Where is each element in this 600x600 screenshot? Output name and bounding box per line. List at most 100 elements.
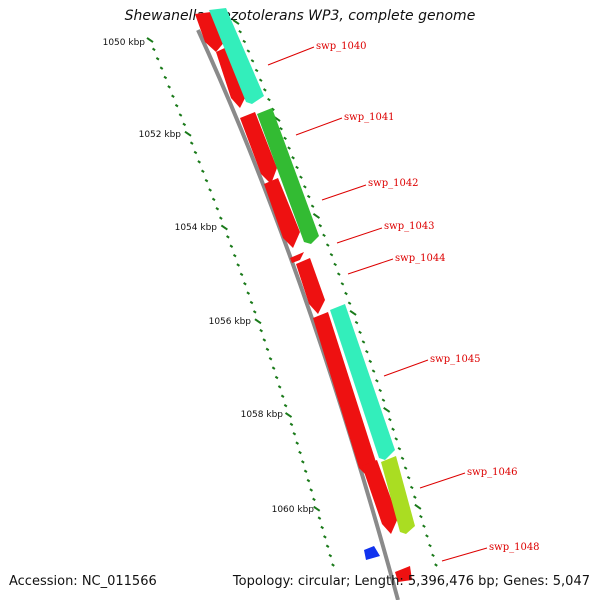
kbp-tick	[422, 524, 426, 528]
kbp-tick	[220, 224, 228, 231]
kbp-tick	[284, 412, 293, 418]
kbp-tick	[391, 427, 395, 431]
kbp-tick	[312, 213, 321, 219]
kbp-tick	[242, 39, 247, 44]
kbp-tick	[306, 478, 311, 483]
cds-reverse-7[interactable]	[313, 312, 376, 478]
reverse-strand-features	[195, 12, 412, 582]
cds-reverse-8[interactable]	[362, 460, 398, 534]
cds-forward-lime[interactable]	[381, 456, 415, 534]
kbp-tick	[336, 272, 341, 276]
kbp-tick	[317, 516, 322, 520]
gene-label-swp_1045[interactable]: swp_1045	[430, 354, 481, 365]
kbp-label-1060: 1060 kbp	[272, 505, 315, 515]
kbp-tick	[259, 328, 263, 333]
kbp-tick	[295, 165, 299, 170]
kbp-tick	[419, 514, 423, 519]
kbp-tick	[320, 525, 324, 530]
kbp-tick	[299, 175, 303, 179]
kbp-tick	[361, 340, 366, 344]
kbp-tick	[258, 78, 263, 82]
cds-reverse-6[interactable]	[296, 258, 325, 314]
kbp-tick	[303, 185, 307, 189]
kbp-label-1054: 1054 kbp	[175, 223, 218, 233]
kbp-tick	[301, 460, 305, 464]
kbp-label-1050: 1050 kbp	[103, 38, 146, 48]
kbp-label-1058: 1058 kbp	[241, 410, 284, 420]
kbp-tick	[383, 406, 391, 413]
kbp-tick	[331, 563, 335, 567]
kbp-tick	[309, 488, 314, 492]
gene-label-swp_1043[interactable]: swp_1043	[384, 221, 435, 232]
kbp-tick	[219, 216, 223, 220]
kbp-tick	[232, 253, 237, 258]
kbp-tick	[200, 169, 205, 173]
kbp-tick	[182, 122, 187, 127]
kbp-tick	[171, 94, 175, 98]
cds-reverse-5[interactable]	[290, 252, 304, 263]
kbp-tick	[349, 309, 357, 316]
gene-label-swp_1041[interactable]: swp_1041	[344, 112, 395, 123]
kbp-tick	[155, 57, 160, 61]
gene-label-swp_1040[interactable]: swp_1040	[316, 41, 367, 52]
kbp-tick	[403, 466, 408, 470]
genome-summary-text: Topology: circular; Length: 5,396,476 bp…	[232, 574, 590, 589]
gene-label-swp_1048[interactable]: swp_1048	[489, 542, 540, 553]
kbp-tick	[215, 207, 220, 211]
cds-reverse-1[interactable]	[195, 12, 226, 52]
cds-reverse-4[interactable]	[264, 178, 300, 248]
kbp-tick	[291, 156, 295, 160]
kbp-tick	[388, 417, 392, 422]
kbp-tick	[280, 394, 285, 398]
kbp-tick	[394, 437, 399, 441]
gene-label-swp_1046[interactable]: swp_1046	[467, 467, 518, 478]
kbp-tick	[159, 66, 164, 70]
kbp-tick	[163, 75, 168, 80]
kbp-tick	[250, 59, 255, 63]
kbp-tick	[174, 103, 179, 108]
cds-reverse-9[interactable]	[395, 566, 412, 582]
kbp-tick	[283, 136, 287, 141]
kbp-tick	[254, 318, 262, 325]
cds-reverse-2[interactable]	[216, 46, 247, 108]
kbp-tick	[295, 441, 300, 445]
gene-label-swp_1042[interactable]: swp_1042	[368, 178, 419, 189]
kbp-tick	[277, 385, 282, 389]
kbp-tick	[312, 497, 316, 502]
kbp-tick	[279, 126, 283, 131]
cds-forward-green[interactable]	[257, 108, 319, 244]
cds-forward-aqua-2[interactable]	[330, 304, 395, 460]
kbp-tick	[204, 178, 209, 183]
cds-blue-marker[interactable]	[364, 546, 380, 560]
kbp-tick	[298, 450, 302, 455]
kbp-tick	[249, 300, 254, 305]
kbp-tick	[409, 485, 414, 490]
kbp-tick	[413, 495, 417, 499]
kbp-tick	[267, 97, 271, 102]
kbp-tick	[340, 282, 345, 286]
kbp-tick	[146, 37, 154, 43]
kbp-tick	[252, 310, 257, 314]
kbp-tick	[365, 349, 369, 354]
kbp-tick	[268, 357, 273, 361]
kbp-tick	[358, 330, 362, 334]
kbp-tick	[184, 130, 192, 137]
kbp-tick	[232, 19, 240, 25]
accession-text: Accession: NC_011566	[9, 574, 157, 589]
kbp-tick	[254, 68, 259, 73]
kbp-tick	[189, 141, 194, 145]
kbp-tick	[226, 235, 230, 239]
kbp-tick	[152, 47, 156, 52]
cds-reverse-3[interactable]	[240, 112, 277, 184]
cds-forward-aqua-1[interactable]	[209, 8, 264, 104]
kbp-tick	[289, 422, 294, 427]
gene-label-swp_1044[interactable]: swp_1044	[395, 253, 446, 264]
kbp-ticks	[146, 19, 438, 567]
kbp-tick	[325, 243, 330, 247]
label-leaders	[267, 46, 488, 562]
kbp-tick	[381, 398, 386, 402]
kbp-tick	[238, 30, 242, 34]
kbp-tick	[271, 366, 276, 370]
kbp-tick	[375, 379, 379, 383]
